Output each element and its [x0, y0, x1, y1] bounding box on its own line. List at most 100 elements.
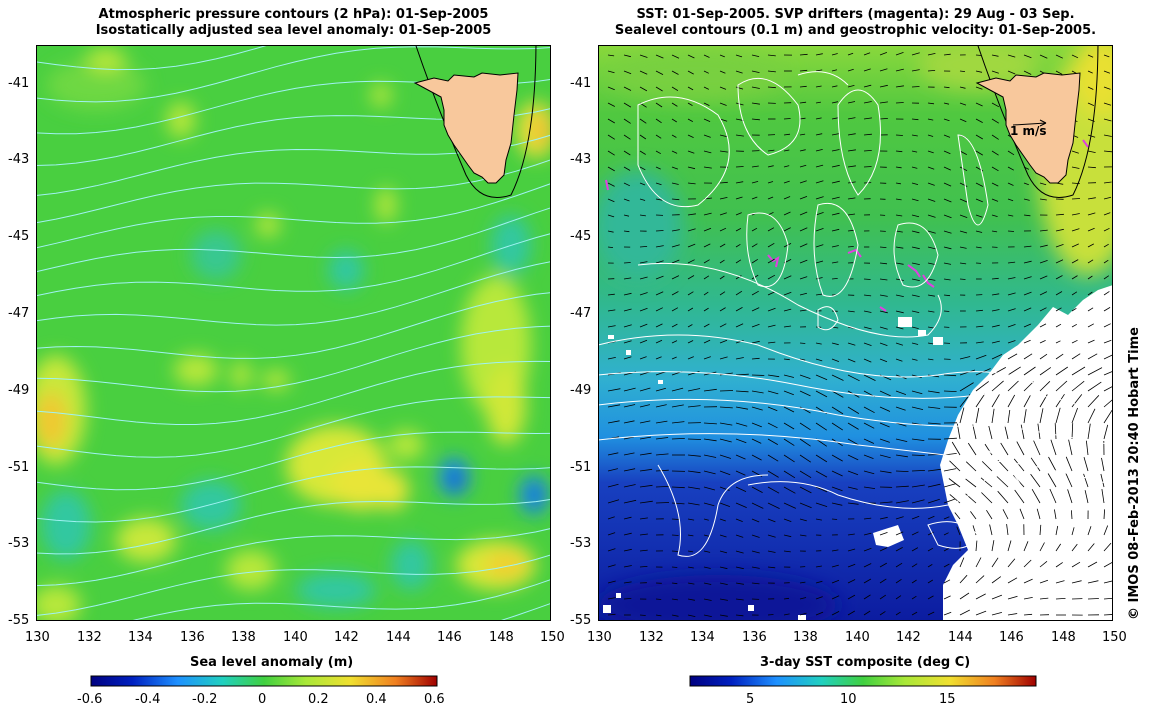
velocity-vector	[951, 441, 961, 456]
sst-colorbar	[689, 675, 1037, 687]
velocity-vector	[655, 453, 669, 456]
velocity-vector	[863, 438, 875, 444]
velocity-vector	[639, 246, 648, 248]
pressure-contour-line	[36, 159, 551, 224]
velocity-vector	[1055, 340, 1061, 344]
velocity-vector	[767, 274, 776, 280]
pressure-contour-line	[36, 46, 551, 103]
velocity-vector	[1101, 457, 1105, 472]
velocity-vector	[863, 547, 872, 552]
velocity-vector	[1023, 214, 1031, 217]
velocity-vector	[655, 437, 669, 440]
velocity-vector	[799, 518, 807, 522]
velocity-vector	[1033, 440, 1041, 456]
velocity-vector	[719, 454, 732, 459]
velocity-vector	[943, 294, 951, 297]
velocity-vector	[911, 86, 920, 88]
velocity-vector	[1071, 291, 1078, 296]
velocity-vector	[703, 598, 712, 601]
sealevel-contour-line	[657, 464, 769, 557]
velocity-vector	[895, 198, 902, 201]
velocity-vector	[783, 275, 792, 280]
velocity-vector	[751, 502, 764, 509]
velocity-vector	[671, 518, 680, 520]
velocity-vector	[1087, 243, 1094, 248]
velocity-vector	[863, 52, 871, 56]
left-xtick: 150	[540, 630, 565, 645]
velocity-vector	[639, 323, 648, 328]
velocity-vector	[1071, 275, 1078, 280]
velocity-vector	[639, 484, 653, 488]
velocity-vector	[767, 470, 779, 478]
velocity-vector	[1071, 54, 1079, 59]
velocity-vector	[975, 198, 983, 203]
velocity-vector	[719, 470, 731, 476]
velocity-vector	[879, 310, 888, 314]
velocity-vector	[895, 547, 903, 552]
velocity-vector	[1071, 228, 1080, 232]
velocity-vector	[735, 566, 744, 570]
velocity-vector	[927, 262, 936, 265]
velocity-vector	[975, 134, 984, 140]
velocity-vector	[767, 227, 775, 232]
velocity-vector	[1007, 214, 1014, 217]
right-ytick: -55	[570, 613, 592, 628]
velocity-vector	[991, 198, 999, 202]
velocity-vector	[735, 518, 743, 522]
velocity-vector	[767, 341, 776, 344]
velocity-vector	[655, 502, 670, 504]
sst-map[interactable]	[598, 45, 1113, 621]
velocity-vector	[847, 594, 856, 600]
velocity-vector	[1023, 353, 1033, 360]
velocity-vector	[783, 534, 792, 538]
velocity-vector	[1103, 398, 1113, 408]
velocity-vector	[719, 307, 726, 312]
velocity-vector	[671, 582, 678, 585]
velocity-vector	[895, 246, 904, 249]
velocity-vector	[1023, 260, 1032, 264]
velocity-vector	[991, 393, 1000, 408]
velocity-vector	[703, 502, 715, 507]
velocity-vector	[847, 406, 860, 414]
velocity-vector	[655, 469, 669, 472]
cloud-mask	[603, 285, 1113, 621]
velocity-vector	[783, 502, 796, 509]
velocity-vector	[1071, 166, 1080, 169]
velocity-vector	[1039, 542, 1045, 552]
velocity-vector	[767, 614, 774, 616]
velocity-vector	[719, 598, 728, 601]
velocity-vector	[735, 290, 743, 296]
velocity-vector	[1007, 150, 1015, 156]
velocity-vector	[1071, 150, 1079, 154]
velocity-vector	[895, 68, 904, 72]
velocity-vector	[719, 614, 728, 617]
left-cbar-tick: 0.4	[366, 692, 387, 707]
velocity-vector	[863, 310, 872, 313]
velocity-vector	[815, 85, 822, 88]
velocity-vector	[847, 52, 854, 56]
sea-level-anomaly-map[interactable]	[36, 45, 551, 621]
velocity-vector	[980, 477, 993, 488]
velocity-vector	[639, 70, 648, 75]
velocity-vector	[911, 358, 918, 361]
velocity-vector	[1023, 559, 1032, 568]
velocity-vector	[1037, 423, 1041, 440]
velocity-vector	[703, 518, 709, 521]
velocity-vector	[655, 230, 664, 232]
velocity-vector	[719, 356, 728, 360]
velocity-vector	[703, 323, 710, 328]
velocity-vector	[1087, 353, 1098, 360]
velocity-vector	[911, 150, 918, 153]
velocity-vector	[847, 470, 859, 476]
velocity-vector	[815, 596, 823, 600]
velocity-vector	[1016, 441, 1025, 456]
velocity-vector	[975, 70, 983, 73]
velocity-vector	[1103, 307, 1111, 312]
velocity-vector	[767, 566, 776, 569]
velocity-vector	[767, 149, 775, 152]
velocity-vector	[895, 406, 906, 411]
velocity-vector	[799, 470, 812, 479]
velocity-vector	[943, 468, 957, 472]
velocity-vector	[783, 149, 790, 152]
velocity-vector	[911, 579, 917, 584]
